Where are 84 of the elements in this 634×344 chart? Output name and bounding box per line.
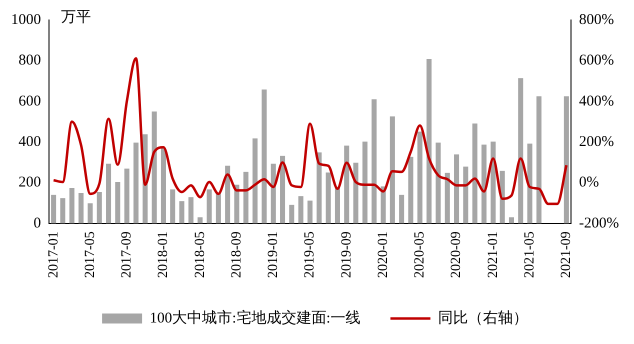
bar bbox=[106, 164, 112, 224]
bar bbox=[500, 170, 505, 224]
x-tick-label: 2018-09 bbox=[229, 231, 244, 278]
x-tick-label: 2019-05 bbox=[302, 231, 318, 278]
bar bbox=[69, 188, 74, 224]
bar bbox=[188, 197, 194, 224]
bar bbox=[536, 96, 542, 224]
bar bbox=[133, 142, 139, 224]
x-tick-label: 2017-05 bbox=[82, 231, 98, 278]
x-tick-label: 2019-01 bbox=[266, 231, 282, 278]
bar bbox=[490, 142, 496, 224]
line-series bbox=[52, 57, 568, 206]
bar bbox=[372, 99, 377, 224]
bar bbox=[408, 156, 414, 224]
bar bbox=[326, 172, 331, 224]
bar bbox=[160, 148, 166, 224]
bar bbox=[115, 182, 120, 224]
bar bbox=[417, 132, 422, 224]
bar bbox=[298, 196, 304, 224]
legend-label: 同比（右轴） bbox=[438, 309, 528, 326]
bar bbox=[472, 124, 478, 224]
bar bbox=[463, 166, 468, 224]
bar bbox=[362, 142, 368, 224]
bar bbox=[270, 164, 276, 224]
y2-tick-label: 400% bbox=[579, 93, 614, 110]
bar bbox=[78, 193, 84, 224]
x-tick-label: 2021-01 bbox=[486, 231, 501, 278]
legend-label: 100大中城市:宅地成交建面:一线 bbox=[150, 309, 360, 326]
bar bbox=[454, 154, 460, 224]
y-tick-label: 200 bbox=[18, 174, 41, 191]
x-tick-label: 2021-05 bbox=[522, 231, 538, 278]
y-tick-label: 800 bbox=[18, 52, 41, 69]
y-tick-label: 0 bbox=[34, 215, 41, 232]
y-tick-label: 1000 bbox=[11, 12, 41, 28]
x-tick-label: 2020-01 bbox=[376, 231, 391, 278]
bar bbox=[399, 194, 404, 224]
bar bbox=[316, 152, 322, 224]
x-tick-label: 2018-05 bbox=[192, 231, 208, 278]
x-tick-label: 2018-01 bbox=[156, 231, 172, 278]
bar bbox=[436, 142, 441, 224]
x-tick-label: 2017-09 bbox=[120, 231, 135, 278]
bar bbox=[88, 203, 93, 224]
bar bbox=[124, 168, 130, 224]
y-axis-title: 万平 bbox=[61, 9, 91, 26]
x-tick-label: 2020-05 bbox=[412, 231, 428, 278]
bar bbox=[170, 189, 176, 224]
bar bbox=[564, 96, 569, 224]
bar bbox=[96, 192, 102, 224]
x-tick-label: 2017-01 bbox=[46, 231, 62, 278]
bar bbox=[206, 189, 212, 224]
bar bbox=[289, 204, 294, 224]
x-tick-label: 2020-09 bbox=[449, 231, 464, 278]
bar bbox=[252, 138, 258, 224]
y2-tick-label: 0% bbox=[579, 174, 600, 191]
bar bbox=[152, 112, 157, 224]
bar bbox=[216, 192, 221, 224]
bar bbox=[280, 156, 286, 224]
bar bbox=[444, 172, 450, 224]
y-tick-label: 400 bbox=[18, 134, 41, 150]
bar bbox=[60, 198, 66, 224]
bar bbox=[344, 146, 350, 224]
bar bbox=[51, 194, 56, 224]
y2-tick-label: 200% bbox=[579, 134, 614, 150]
y-tick-label: 600 bbox=[18, 93, 41, 110]
bar bbox=[353, 162, 358, 224]
bar bbox=[198, 217, 203, 224]
bar bbox=[225, 166, 230, 224]
y2-tick-label: -200% bbox=[579, 215, 620, 232]
bar bbox=[307, 200, 313, 224]
y2-tick-label: 600% bbox=[579, 52, 614, 69]
bar bbox=[243, 172, 248, 224]
bar bbox=[426, 59, 432, 224]
bar bbox=[508, 217, 514, 224]
x-tick-label: 2019-09 bbox=[339, 231, 354, 278]
bar bbox=[179, 201, 184, 224]
y2-tick-label: 800% bbox=[579, 12, 614, 28]
bar bbox=[234, 184, 240, 224]
bar bbox=[518, 78, 524, 224]
bar bbox=[390, 116, 395, 224]
x-tick-label: 2021-09 bbox=[559, 231, 574, 278]
bar bbox=[334, 186, 340, 224]
bar bbox=[262, 90, 267, 224]
bar bbox=[527, 144, 532, 224]
bar bbox=[481, 144, 487, 224]
